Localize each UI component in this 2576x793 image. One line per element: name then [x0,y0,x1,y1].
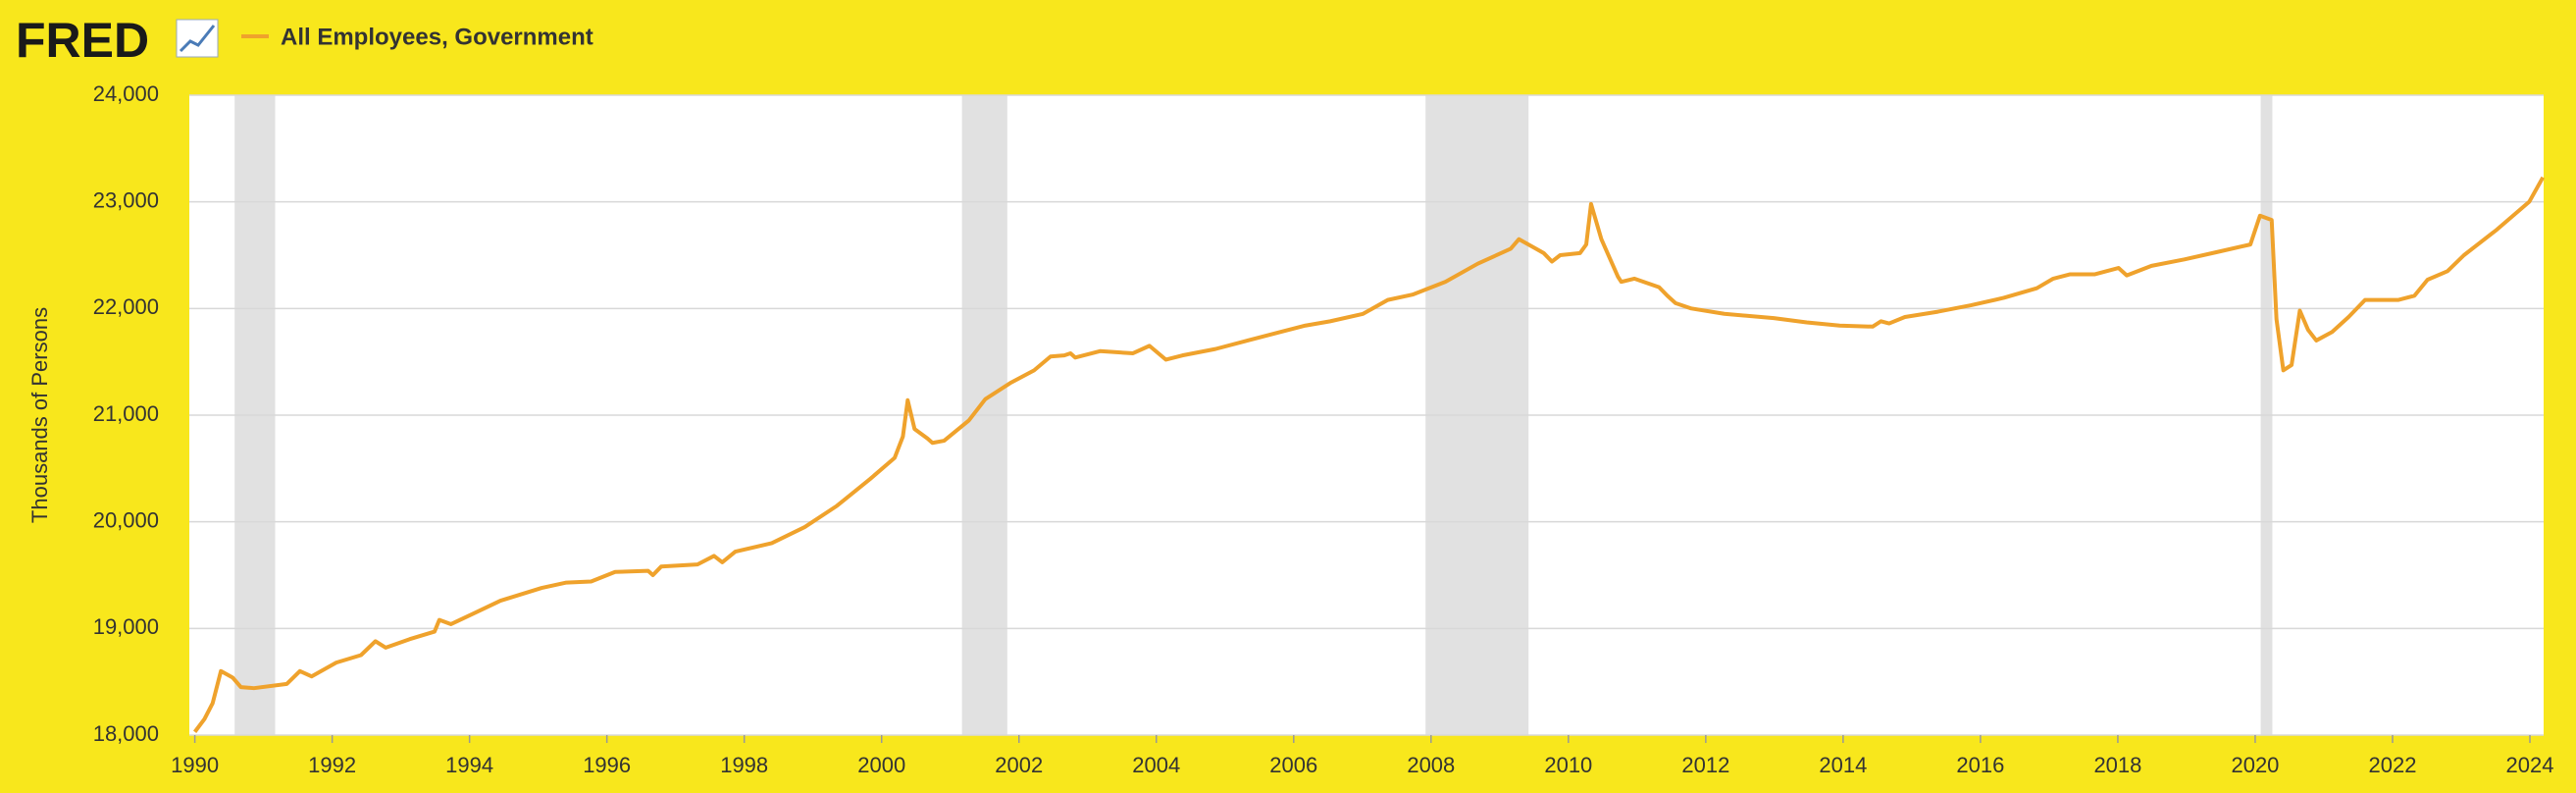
x-tick-label: 1990 [171,753,219,777]
x-tick-label: 2016 [1956,753,2004,777]
y-tick-label: 19,000 [93,614,159,639]
series-line [193,176,2546,733]
y-tick-label: 22,000 [93,294,159,319]
y-tick-label: 21,000 [93,401,159,426]
logo: FRED [16,13,149,68]
y-tick-label: 23,000 [93,187,159,212]
y-tick-label: 24,000 [93,81,159,106]
x-tick-label: 1992 [308,753,356,777]
x-tick-label: 2022 [2368,753,2416,777]
x-tick-label: 2020 [2231,753,2279,777]
x-tick-label: 2014 [1819,753,1867,777]
x-tick-label: 2006 [1269,753,1317,777]
x-tick-label: 1998 [720,753,768,777]
logo-icon-line [179,25,216,53]
x-tick-label: 2010 [1544,753,1592,777]
x-tick-label: 2008 [1407,753,1455,777]
x-tick-label: 2000 [857,753,905,777]
x-tick-label: 2012 [1681,753,1729,777]
y-tick-label: 18,000 [93,721,159,746]
x-tick-label: 1996 [583,753,631,777]
x-tick-label: 2024 [2506,753,2554,777]
legend-label: All Employees, Government [281,24,593,50]
x-tick-label: 1994 [445,753,493,777]
y-tick-label: 20,000 [93,507,159,532]
x-tick-label: 2018 [2093,753,2141,777]
x-tick-label: 2004 [1132,753,1180,777]
y-axis-label: Thousands of Persons [27,307,52,523]
logo-icon [176,19,219,58]
x-tick-label: 2002 [995,753,1043,777]
